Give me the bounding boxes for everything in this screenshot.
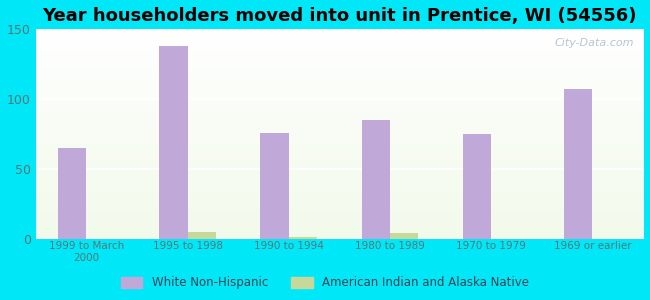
Bar <box>58 148 86 239</box>
Bar <box>159 46 187 239</box>
Title: Year householders moved into unit in Prentice, WI (54556): Year householders moved into unit in Pre… <box>42 7 636 25</box>
Bar <box>390 233 419 239</box>
Text: City-Data.com: City-Data.com <box>554 38 634 48</box>
Bar <box>289 237 317 239</box>
Bar <box>463 134 491 239</box>
Bar <box>261 133 289 239</box>
Legend: White Non-Hispanic, American Indian and Alaska Native: White Non-Hispanic, American Indian and … <box>116 272 534 294</box>
Bar <box>361 120 390 239</box>
Bar <box>564 89 592 239</box>
Bar <box>187 232 216 239</box>
